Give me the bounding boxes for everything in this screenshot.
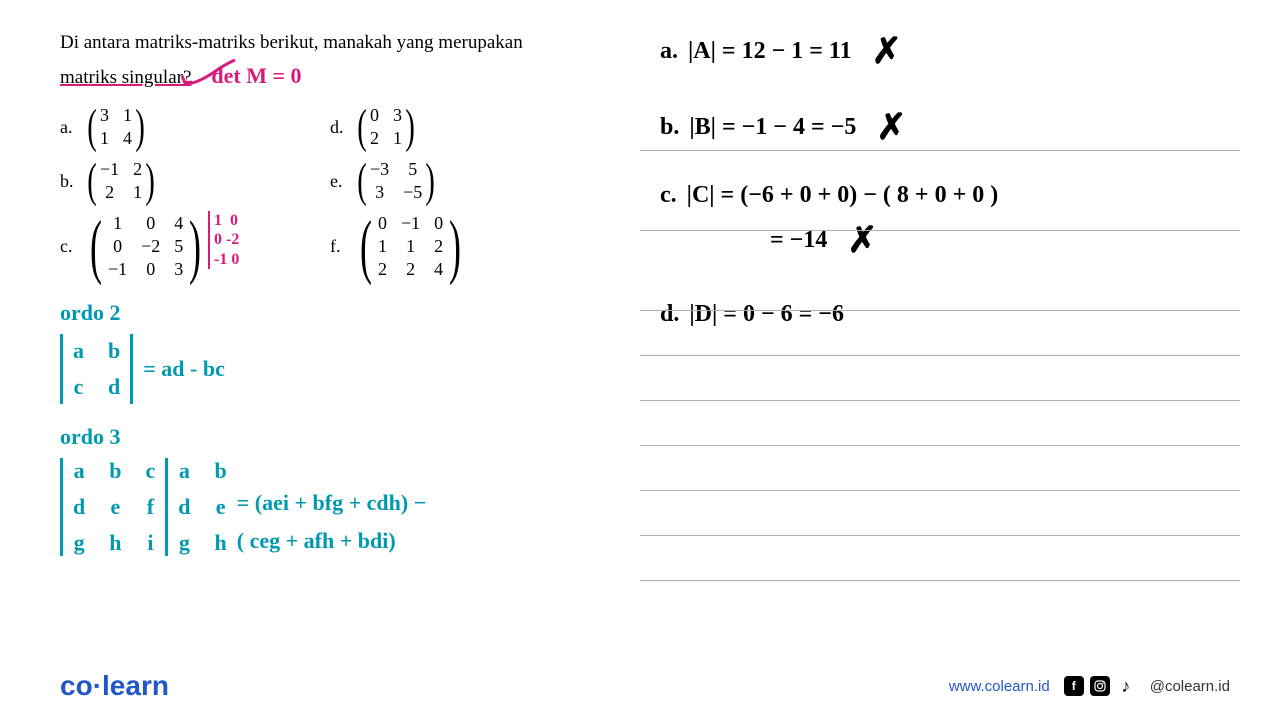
ordo3-formula2: ( ceg + afh + bdi) — [237, 528, 396, 553]
matrix-b: b. ( −12 21 ) — [60, 159, 310, 203]
answer-a: a. |A| = 12 − 1 = 11 ✗ — [660, 30, 1220, 72]
facebook-icon[interactable]: f — [1064, 676, 1084, 696]
matrix-e: e. ( −35 3−5 ) — [330, 159, 580, 203]
ordo2-formula: = ad - bc — [143, 356, 225, 382]
ordo3-section: ordo 3 abc def ghi ab de gh — [60, 424, 620, 559]
answer-d: d. |D| = 0 − 6 = −6 — [660, 301, 1220, 328]
footer-url: www.colearn.id — [949, 678, 1050, 695]
ordo2-title: ordo 2 — [60, 300, 620, 326]
logo: co·learn — [60, 670, 169, 702]
question-line1: Di antara matriks-matriks berikut, manak… — [60, 30, 620, 57]
footer: co·learn www.colearn.id f ♪ @colearn.id — [60, 670, 1230, 702]
ordo2-section: ordo 2 ab cd = ad - bc — [60, 300, 620, 404]
matrix-d: d. ( 03 21 ) — [330, 105, 580, 149]
cross-icon: ✗ — [872, 30, 902, 72]
answer-c: c. |C| = (−6 + 0 + 0) − ( 8 + 0 + 0 ) = … — [660, 182, 1220, 261]
instagram-icon[interactable] — [1090, 676, 1110, 696]
ordo3-title: ordo 3 — [60, 424, 620, 450]
cross-icon: ✗ — [876, 106, 906, 148]
matrix-a: a. ( 31 14 ) — [60, 105, 310, 149]
matrix-c: c. ( 104 0−25 −103 ) 1 0 0 -2 -1 0 — [60, 213, 310, 280]
arrow-icon — [180, 58, 240, 88]
tiktok-icon[interactable]: ♪ — [1116, 676, 1136, 696]
question-line2: matriks singular? — [60, 65, 191, 92]
footer-handle: @colearn.id — [1150, 678, 1230, 695]
cross-icon: ✗ — [847, 219, 877, 261]
matrix-f: f. ( 0−10 112 224 ) — [330, 213, 580, 280]
social-icons: f ♪ — [1064, 676, 1136, 696]
ordo3-formula1: = (aei + bfg + cdh) − — [237, 490, 426, 515]
matrix-grid: a. ( 31 14 ) d. ( 03 21 — [60, 105, 620, 280]
answer-b: b. |B| = −1 − 4 = −5 ✗ — [660, 106, 1220, 148]
